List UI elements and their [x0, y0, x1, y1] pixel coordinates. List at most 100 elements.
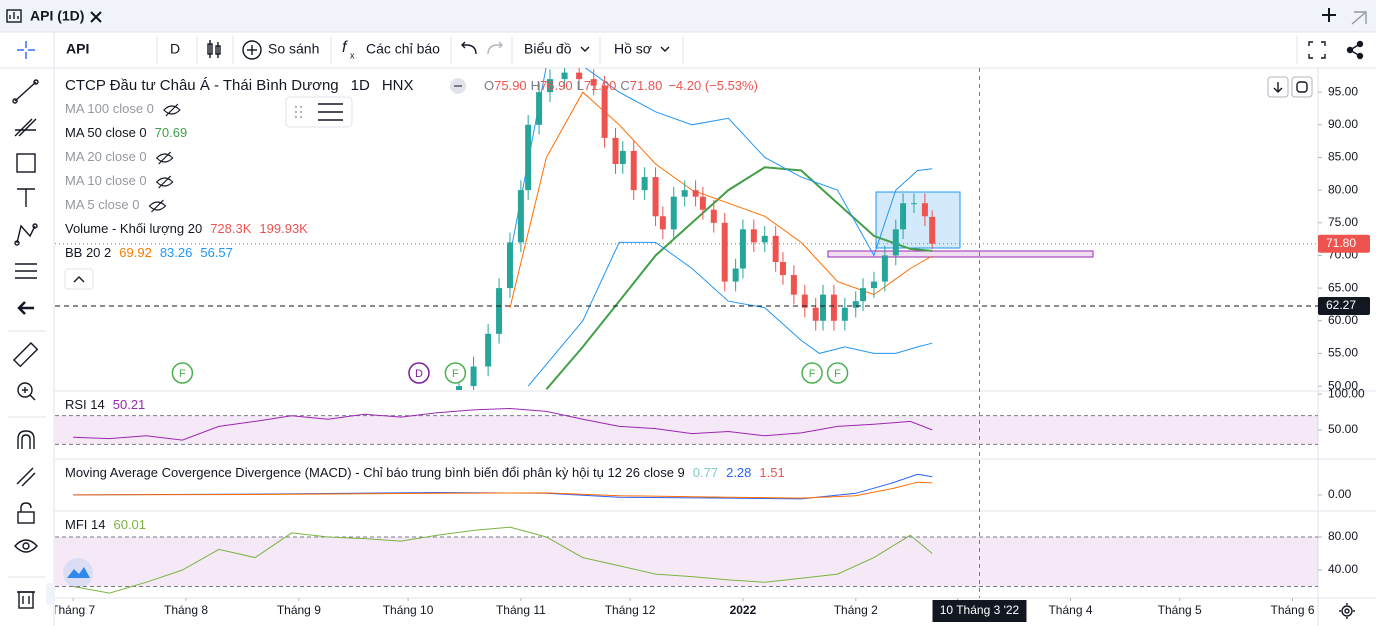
icon-part	[1321, 41, 1326, 46]
legend-value: 69.92	[119, 245, 152, 260]
pattern-tool[interactable]	[14, 223, 38, 246]
settings-lines[interactable]	[318, 103, 343, 121]
indicator-line	[509, 91, 933, 308]
hide-toolbar[interactable]	[17, 301, 34, 315]
crosshair-tool[interactable]	[17, 41, 35, 59]
candle-body	[517, 190, 524, 243]
stay-drawing-tool[interactable]	[16, 467, 36, 487]
ohlc-value: 71.00	[584, 78, 617, 93]
indicator-legend: Volume - Khối lượng 20 728.3K 199.93K	[65, 221, 308, 236]
pane-title: MFI 14	[65, 517, 105, 532]
compare-icon[interactable]	[242, 40, 262, 60]
candle-body	[852, 301, 859, 308]
add-button[interactable]	[1322, 8, 1336, 22]
settings-button[interactable]	[1339, 603, 1355, 619]
profile-button[interactable]: Hồ sơ	[614, 41, 652, 57]
close-button[interactable]	[90, 11, 102, 23]
y-tick-label: 80.00	[1328, 529, 1358, 543]
chart-menu-button[interactable]: Biểu đồ	[524, 41, 572, 57]
candle-body	[860, 288, 867, 302]
undo-button[interactable]	[461, 41, 477, 55]
text-tool[interactable]	[17, 188, 35, 207]
hidden-slash	[158, 151, 172, 165]
lock-tool[interactable]	[17, 502, 35, 524]
icon-part	[1273, 87, 1283, 93]
y-tick-label: 60.00	[1328, 313, 1358, 327]
candle-body	[659, 216, 666, 230]
candle-body	[929, 216, 936, 244]
x-tick-label: Tháng 5	[1158, 603, 1202, 617]
pane-value: 2.28	[726, 465, 751, 480]
icon-part	[14, 81, 37, 102]
y-tick-label: 55.00	[1328, 346, 1358, 360]
icon-part	[12, 98, 18, 104]
shape-tool[interactable]	[16, 153, 36, 173]
visibility-tool[interactable]	[14, 539, 38, 553]
pane-value: 50.21	[113, 397, 146, 412]
candle-body	[881, 255, 888, 282]
fullscreen-button[interactable]	[1308, 41, 1326, 59]
header-exchange: HNX	[382, 77, 414, 94]
indicators-button[interactable]: Các chỉ báo	[366, 41, 440, 57]
candle-body	[456, 386, 463, 390]
delete-tool[interactable]	[17, 591, 35, 609]
icon-part	[21, 434, 31, 449]
pane-title: RSI 14	[65, 397, 105, 412]
zoom-tool[interactable]	[17, 382, 36, 401]
y-tick-label: 75.00	[1328, 215, 1358, 229]
icon-part	[21, 472, 36, 487]
icon-part	[1351, 11, 1367, 25]
pane-legend: MFI 14 60.01	[65, 517, 146, 532]
event-label: F	[452, 368, 459, 380]
ohlc-key: H	[531, 78, 540, 93]
indicator-legend: BB 20 2 69.92 83.26 56.57	[65, 245, 233, 260]
expand-button[interactable]	[1351, 11, 1367, 25]
rectangle-drawing[interactable]	[827, 250, 1094, 258]
candle-body	[841, 307, 848, 321]
prediction-tool[interactable]	[15, 263, 37, 279]
indicator-line	[73, 473, 933, 500]
candle-body	[652, 177, 659, 217]
chart-style-button[interactable]	[207, 40, 221, 58]
share-button[interactable]	[1346, 40, 1364, 60]
change: −4.20 (−5.53%)	[668, 78, 758, 93]
symbol-button[interactable]: API	[66, 41, 89, 57]
magnet-tool[interactable]	[17, 430, 35, 449]
trendline-tool[interactable]	[12, 79, 39, 104]
candle-body	[536, 92, 543, 125]
icon-part	[17, 301, 26, 315]
candle-body	[761, 235, 768, 243]
indicator-line	[73, 481, 933, 499]
x-tick-label: Tháng 12	[605, 603, 656, 617]
chevron	[580, 46, 590, 52]
candle-body	[692, 190, 699, 197]
icon-part	[12, 341, 39, 368]
legend-label: MA 20 close 0	[65, 149, 147, 164]
time-axis: Tháng 7 Tháng 8 Tháng 9 Tháng 10 Tháng 11 Thá…	[51, 598, 1315, 617]
legend-label: MA 100 close 0	[65, 101, 154, 116]
event-label: F	[834, 368, 841, 380]
icon-part	[242, 40, 262, 60]
redo-button[interactable]	[487, 41, 503, 55]
ohlc-value: 71.80	[630, 78, 663, 93]
interval-button[interactable]: D	[170, 41, 180, 57]
ruler-tool[interactable]	[12, 341, 39, 368]
rsi-pane	[55, 407, 1318, 445]
collapse-handle[interactable]	[46, 583, 55, 605]
indicator-legend: MA 20 close 0	[65, 149, 147, 164]
indicator-line	[509, 68, 933, 257]
candle-body	[630, 150, 637, 191]
indicator-legend: MA 100 close 0	[65, 101, 154, 116]
fib-tool[interactable]	[14, 118, 37, 137]
collapse-legend[interactable]	[64, 268, 94, 290]
maximize-button[interactable]	[1291, 76, 1313, 98]
icon-part	[22, 542, 30, 550]
rectangle-drawing[interactable]	[875, 191, 961, 249]
price-label: 62.27	[1326, 298, 1356, 312]
compare-button[interactable]: So sánh	[268, 41, 319, 57]
icon-part	[33, 79, 39, 85]
x-tick-label: Tháng 7	[51, 603, 95, 617]
